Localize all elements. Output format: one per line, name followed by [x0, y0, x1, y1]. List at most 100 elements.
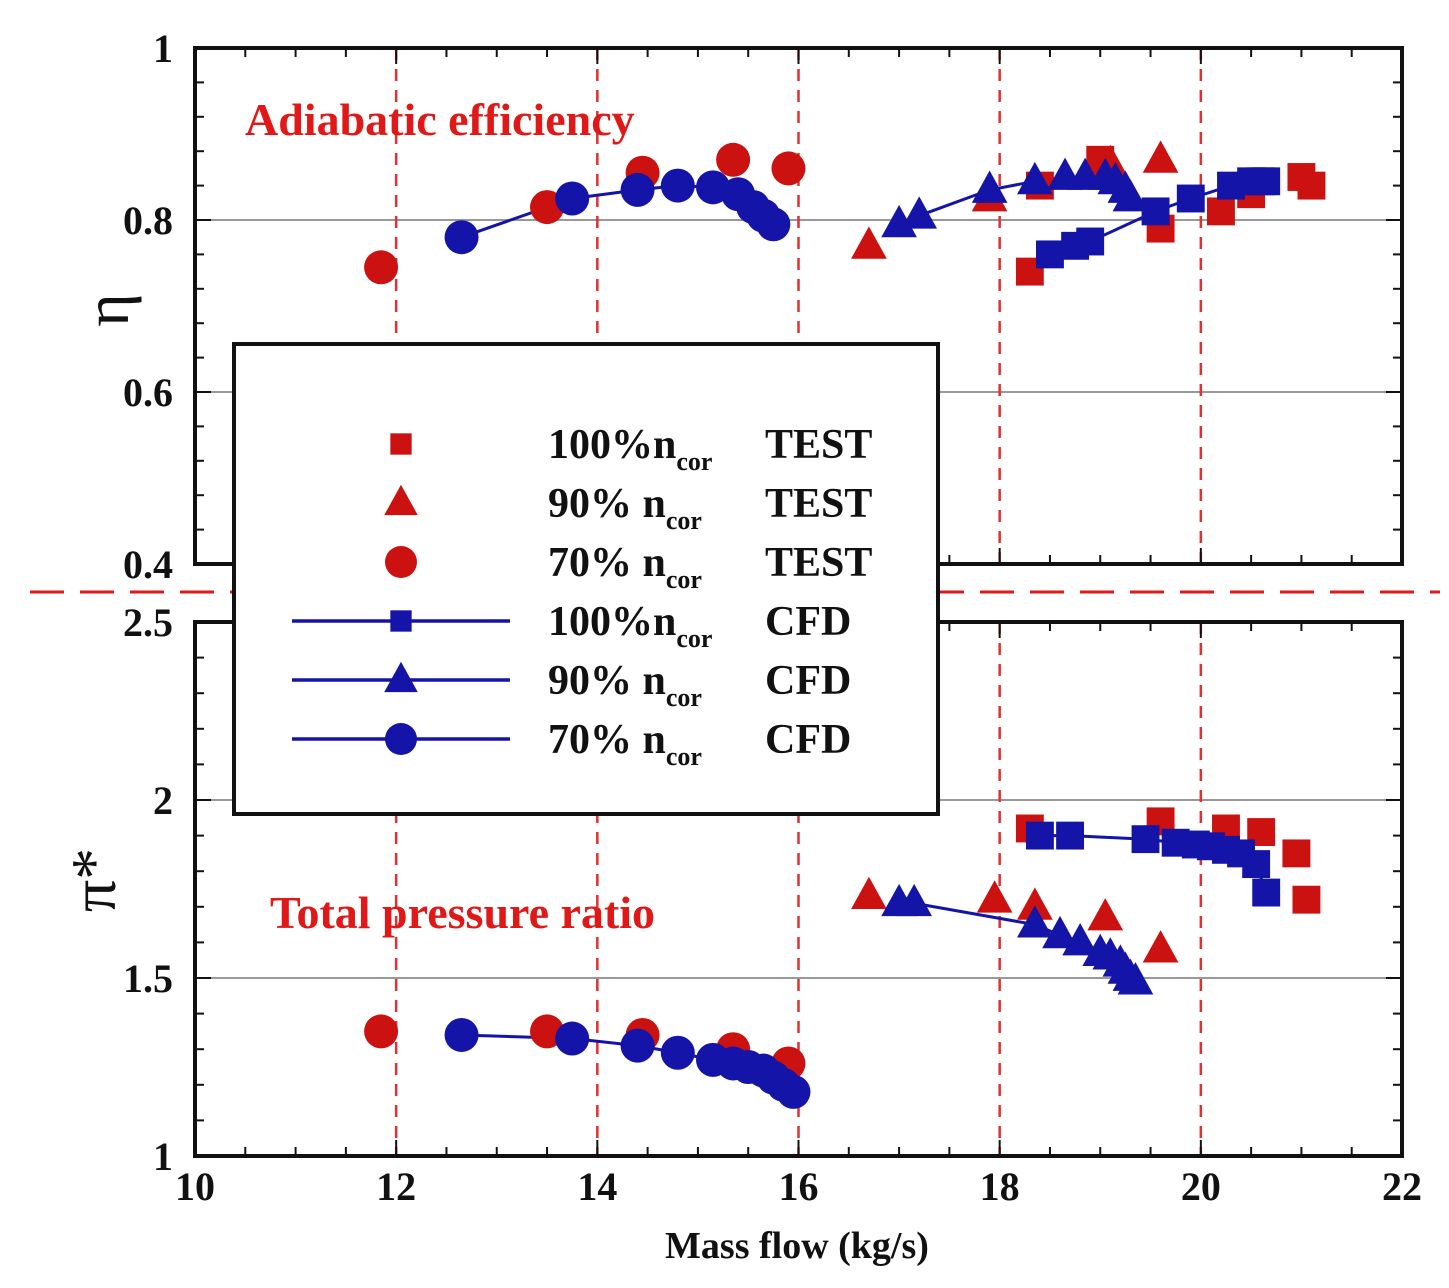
- legend-marker: [384, 484, 418, 516]
- legend-label-subscript: cor: [666, 565, 702, 594]
- data-point-test-circle: [364, 250, 399, 285]
- data-point-test-square: [1282, 839, 1311, 868]
- data-point-cfd-square: [1076, 227, 1105, 256]
- y-tick-label: 0.6: [123, 370, 173, 415]
- x-tick-label: 10: [175, 1164, 215, 1209]
- data-point-cfd-triangle: [1062, 923, 1098, 956]
- data-point-test-square: [1292, 885, 1321, 914]
- legend-label-type: TEST: [765, 540, 872, 586]
- legend-marker: [385, 723, 417, 755]
- data-point-cfd-circle: [620, 1028, 655, 1063]
- data-point-test-square: [1297, 171, 1326, 200]
- efficiency-panel-title: Adiabatic efficiency: [245, 94, 635, 145]
- legend-label-subscript: cor: [666, 683, 702, 712]
- data-point-cfd-circle: [444, 1017, 479, 1052]
- y-tick-label: 1: [153, 26, 173, 71]
- legend-label-type: CFD: [765, 717, 851, 763]
- data-point-test-square: [1207, 197, 1235, 226]
- legend-label-subscript: cor: [676, 447, 712, 476]
- legend-box: [232, 342, 940, 816]
- data-point-cfd-square: [1242, 850, 1271, 879]
- data-point-cfd-triangle: [881, 204, 917, 238]
- legend-label: 90% ncor TEST: [548, 481, 872, 535]
- data-point-cfd-triangle: [1112, 179, 1149, 212]
- data-point-cfd-circle: [776, 1074, 811, 1109]
- legend-label-type: TEST: [765, 422, 872, 468]
- legend-marker: [390, 610, 412, 632]
- data-point-cfd-triangle: [1042, 915, 1078, 949]
- y-tick-label: 2.5: [123, 600, 173, 645]
- legend-label-subscript: cor: [676, 624, 712, 653]
- legend-label-type: TEST: [765, 481, 872, 527]
- legend-label: 70% ncor CFD: [548, 717, 851, 771]
- data-point-cfd-circle: [756, 207, 791, 242]
- data-point-test-circle: [364, 1014, 399, 1049]
- x-tick-label: 16: [779, 1164, 819, 1209]
- legend-label: 90% ncor CFD: [548, 658, 851, 712]
- data-point-cfd-square: [1176, 184, 1205, 213]
- x-tick-label: 20: [1181, 1164, 1221, 1209]
- x-tick-label: 12: [376, 1164, 416, 1209]
- data-point-test-triangle: [1017, 887, 1053, 920]
- data-point-cfd-circle: [660, 168, 695, 203]
- legend-marker: [385, 546, 417, 578]
- data-point-cfd-square: [1252, 878, 1281, 907]
- data-point-cfd-square: [1025, 821, 1054, 850]
- legend-label-subscript: cor: [666, 742, 702, 771]
- data-point-cfd-circle: [444, 220, 479, 255]
- legend-label-type: CFD: [765, 658, 851, 704]
- data-point-cfd-triangle: [1017, 905, 1053, 938]
- legend-label-subscript: cor: [666, 506, 702, 535]
- data-point-cfd-circle: [660, 1035, 695, 1070]
- y-tick-label: 0.8: [123, 198, 173, 243]
- data-point-test-triangle: [976, 880, 1013, 913]
- legend-label-speed: 100%n: [548, 599, 676, 645]
- efficiency-panel: 0.4 0.6 0.8 1: [123, 26, 1404, 587]
- y-tick-label: 1: [153, 1134, 173, 1179]
- data-point-test-circle: [716, 142, 751, 177]
- legend-label: 100%ncor CFD: [548, 599, 851, 653]
- pressure-panel-title: Total pressure ratio: [270, 887, 655, 938]
- legend-marker: [390, 433, 412, 455]
- y-tick-label: 1.5: [123, 956, 173, 1001]
- data-point-test-triangle: [851, 226, 887, 259]
- data-point-cfd-circle: [555, 1021, 590, 1056]
- data-point-cfd-square: [1036, 240, 1064, 269]
- x-tick-label: 18: [980, 1164, 1020, 1209]
- data-point-test-circle: [771, 151, 806, 186]
- legend-label-speed: 70% n: [548, 540, 666, 586]
- data-point-cfd-triangle: [1017, 161, 1053, 195]
- data-point-cfd-circle: [620, 172, 655, 207]
- legend-label-type: CFD: [765, 599, 851, 645]
- legend-label-speed: 90% n: [548, 481, 666, 527]
- data-point-test-triangle: [851, 876, 887, 910]
- data-point-cfd-triangle: [1117, 962, 1154, 995]
- data-point-test-triangle: [1142, 140, 1179, 173]
- x-tick-label: 22: [1382, 1164, 1422, 1209]
- y-tick-label: 0.4: [123, 542, 173, 587]
- data-point-cfd-triangle: [901, 196, 938, 229]
- x-tick-label: 14: [577, 1164, 617, 1209]
- data-point-cfd-square: [1056, 821, 1085, 850]
- x-axis-label: Mass flow (kg/s): [665, 1225, 929, 1267]
- data-point-cfd-triangle: [971, 170, 1008, 203]
- data-point-cfd-square: [1131, 825, 1160, 854]
- legend-marker: [384, 661, 418, 693]
- legend-label: 70% ncor TEST: [548, 540, 872, 594]
- data-point-cfd-square: [1252, 167, 1281, 196]
- data-point-test-triangle: [1142, 930, 1179, 963]
- efficiency-y-axis-label: η: [71, 293, 142, 326]
- data-point-cfd-circle: [555, 181, 590, 216]
- legend-label-speed: 90% n: [548, 658, 666, 704]
- legend-label-speed: 100%n: [548, 422, 676, 468]
- pressure-y-axis-label: π*: [58, 848, 129, 912]
- y-tick-label: 2: [153, 778, 173, 823]
- data-point-cfd-triangle: [896, 883, 933, 917]
- legend-label: 100%ncor TEST: [548, 422, 872, 476]
- legend-label-speed: 70% n: [548, 717, 666, 763]
- data-point-test-triangle: [1087, 898, 1124, 931]
- pressure-y-axis-label-text: π*: [58, 848, 129, 912]
- pressure-ratio-panel: 1 1.5 2 2.5 10 12 14 16 18 20 22: [123, 600, 1422, 1209]
